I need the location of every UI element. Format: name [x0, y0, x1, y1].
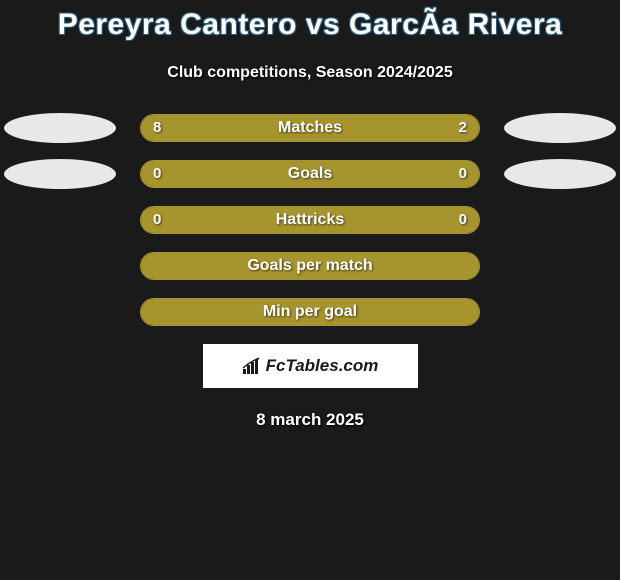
stat-label: Goals: [141, 165, 479, 183]
comparison-infographic: Pereyra Cantero vs GarcÃa Rivera Club co…: [0, 0, 620, 580]
player-right-oval: [504, 113, 616, 143]
stat-value-right: 0: [459, 211, 467, 228]
stat-bar: Goals per match: [140, 252, 480, 280]
player-left-oval: [4, 113, 116, 143]
stat-value-right: 0: [459, 165, 467, 182]
player-left-oval: [4, 159, 116, 189]
stat-label: Matches: [141, 119, 479, 137]
stat-row: Goals per match: [0, 252, 620, 280]
stat-value-left: 0: [153, 165, 161, 182]
stat-value-left: 8: [153, 119, 161, 136]
stat-row: Goals0 0: [0, 160, 620, 188]
stat-label: Min per goal: [141, 303, 479, 321]
brand-text: FcTables.com: [266, 356, 379, 376]
stat-value-right: 2: [459, 119, 467, 136]
stat-row: Min per goal: [0, 298, 620, 326]
page-title: Pereyra Cantero vs GarcÃa Rivera: [0, 0, 620, 42]
brand-badge: FcTables.com: [203, 344, 418, 388]
stat-row: Matches8 2: [0, 114, 620, 142]
stat-row: Hattricks0 0: [0, 206, 620, 234]
stat-bar: Goals0 0: [140, 160, 480, 188]
stat-label: Hattricks: [141, 211, 479, 229]
stat-rows: Matches82Goals00Hattricks00Goals per mat…: [0, 114, 620, 326]
stat-bar: Hattricks0 0: [140, 206, 480, 234]
bar-chart-icon: [242, 357, 262, 375]
date-label: 8 march 2025: [0, 410, 620, 430]
stat-bar: Min per goal: [140, 298, 480, 326]
subtitle: Club competitions, Season 2024/2025: [0, 64, 620, 82]
stat-bar: Matches8 2: [140, 114, 480, 142]
player-right-oval: [504, 159, 616, 189]
stat-value-left: 0: [153, 211, 161, 228]
stat-label: Goals per match: [141, 257, 479, 275]
